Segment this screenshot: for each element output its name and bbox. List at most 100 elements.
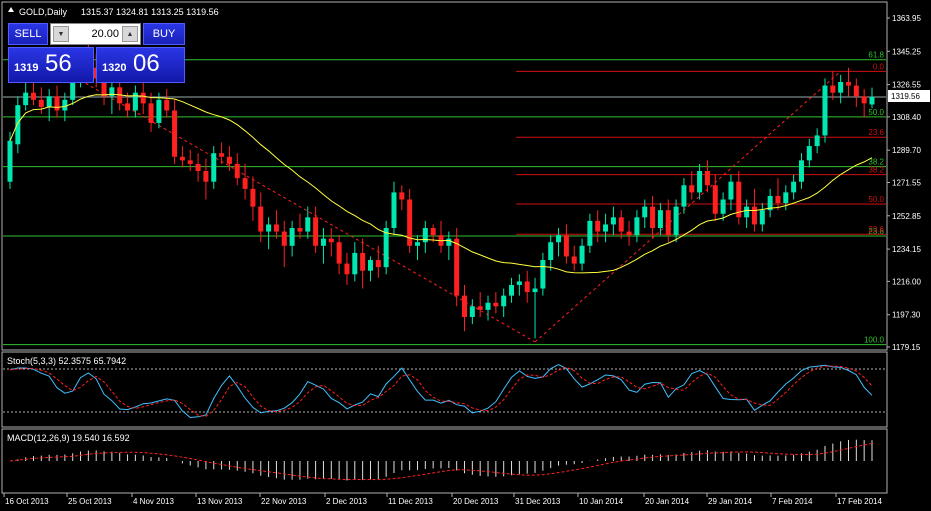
candle-body	[595, 220, 601, 232]
candle-body	[140, 92, 146, 104]
date-tick-label: 20 Jan 2014	[645, 497, 690, 506]
candle-body	[485, 302, 491, 310]
candle-body	[861, 96, 867, 104]
candle-body	[430, 227, 436, 236]
candle-body	[712, 185, 718, 214]
macd-label: MACD(12,26,9) 19.540 16.592	[7, 433, 130, 443]
candle-body	[736, 181, 742, 218]
candle-body	[689, 185, 695, 193]
candle-body	[234, 163, 240, 179]
candle-body	[516, 281, 522, 285]
candle-body	[446, 238, 452, 246]
trend-line[interactable]	[534, 70, 841, 343]
candle-body	[305, 217, 311, 232]
candle-body	[869, 97, 875, 105]
candle-body	[187, 160, 193, 164]
stoch-axis-100: 100	[890, 356, 904, 365]
current-price-label: 1319.56	[891, 92, 920, 101]
date-tick-label: 17 Feb 2014	[837, 497, 882, 506]
candle-body	[172, 110, 178, 157]
price-panel	[1, 1, 888, 351]
candle-body	[626, 231, 632, 236]
candle-body	[250, 188, 256, 207]
candle-body	[681, 185, 687, 207]
candle-body	[125, 103, 131, 111]
date-tick-label: 25 Oct 2013	[68, 497, 112, 506]
candle-body	[838, 82, 844, 93]
candle-body	[563, 235, 569, 257]
ma-polyline	[9, 93, 873, 274]
stoch-lines	[9, 364, 873, 419]
candle-body	[493, 302, 499, 307]
candle-body	[783, 192, 789, 204]
fibo-level-label: 50.0	[868, 195, 884, 204]
stoch-panel	[1, 351, 888, 428]
price-tick-label: 1308.40	[892, 113, 921, 122]
stoch-axis-20: 20	[890, 408, 899, 417]
candle-body	[798, 160, 804, 182]
candle-body	[328, 238, 334, 243]
sell-price-prefix: 1319	[14, 62, 39, 74]
candle-body	[226, 156, 232, 164]
candle-body	[391, 192, 397, 228]
stoch-label: Stoch(5,3,3) 52.3575 65.7942	[7, 356, 126, 366]
fibo-level-label: 23.6	[868, 128, 884, 137]
lot-size-field: ▼ ▲	[50, 23, 141, 45]
candle-body	[806, 146, 812, 161]
price-tick-label: 1271.55	[892, 179, 921, 188]
candle-body	[266, 224, 272, 232]
buy-button[interactable]: BUY	[143, 23, 185, 45]
candle-body	[375, 260, 381, 268]
date-axis: 16 Oct 2013 25 Oct 2013 4 Nov 2013 13 Nov 2…	[3, 493, 882, 506]
candle-body	[469, 306, 475, 318]
stoch-signal-line	[9, 365, 873, 418]
candle-body	[383, 227, 389, 268]
candle-body	[179, 156, 185, 161]
buy-quote-button[interactable]: 1320 06	[96, 47, 185, 83]
candle-body	[352, 252, 358, 275]
price-tick-label: 1197.30	[892, 311, 921, 320]
candle-body	[156, 99, 162, 123]
candle-body	[657, 210, 663, 228]
collapse-arrow-icon[interactable]	[8, 7, 14, 12]
symbol-label: GOLD,Daily	[19, 7, 68, 17]
price-tick-label: 1363.95	[892, 14, 921, 23]
candle-body	[759, 210, 765, 225]
price-tick-label: 1289.70	[892, 146, 921, 155]
lot-decrease-icon[interactable]: ▼	[53, 26, 69, 42]
candle-body	[548, 242, 554, 261]
candle-body	[556, 235, 562, 243]
candle-body	[532, 288, 538, 293]
candle-body	[320, 238, 326, 246]
candle-body	[462, 295, 468, 318]
buy-price-pips: 06	[133, 50, 160, 77]
candle-body	[720, 199, 726, 214]
candle-body	[367, 260, 373, 271]
candle-body	[501, 295, 507, 307]
candle-body	[665, 210, 671, 236]
candle-body	[313, 217, 319, 246]
candle-body	[814, 135, 820, 147]
candle-body	[650, 206, 656, 228]
date-tick-label: 7 Feb 2014	[772, 497, 813, 506]
candle-body	[203, 171, 209, 182]
sell-quote-button[interactable]: 1319 56	[8, 47, 94, 83]
candle-body	[31, 92, 37, 100]
macd-axis-max: 21.87	[890, 433, 911, 442]
fibo-level-label: 23.6	[868, 227, 884, 236]
macd-panel	[1, 428, 888, 494]
price-tick-label: 1179.15	[892, 343, 921, 352]
sell-price-pips: 56	[45, 50, 72, 77]
candle-body	[673, 206, 679, 236]
stoch-axis-0: 0	[890, 417, 895, 426]
candle-body	[407, 199, 413, 246]
lot-increase-icon[interactable]: ▲	[122, 26, 138, 42]
fibo-level-label: 50.0	[868, 108, 884, 117]
sell-button[interactable]: SELL	[8, 23, 48, 45]
candle-body	[109, 87, 115, 97]
candle-body	[54, 96, 60, 111]
lot-size-input[interactable]	[71, 26, 119, 42]
candle-body	[15, 105, 21, 145]
